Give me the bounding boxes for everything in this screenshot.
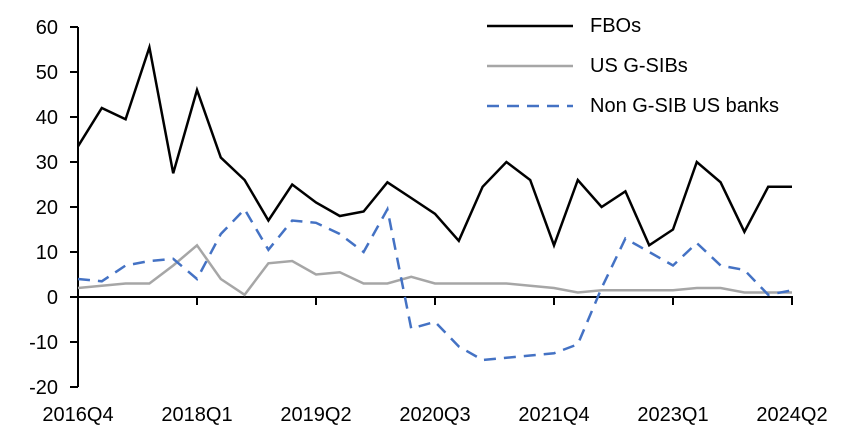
x-tick-label: 2024Q2 [756,404,827,426]
x-tick-label: 2018Q1 [161,404,232,426]
y-tick-label: -10 [29,332,58,354]
legend-label-us-gsibs: US G-SIBs [590,55,688,77]
x-tick-label: 2023Q1 [637,404,708,426]
series-line-fbos [76,42,792,249]
legend-swatch-us-gsibs [487,64,573,68]
x-tick-label: 2021Q4 [518,404,589,426]
y-tick-label: 30 [36,152,58,174]
x-tick-label: 2020Q3 [399,404,470,426]
legend-swatch-non-gsib [487,104,573,108]
y-tick-label: 0 [47,287,58,309]
x-tick-label: 2016Q4 [42,404,113,426]
series-line-us-g-sibs [77,243,792,297]
y-tick-label: 20 [36,197,58,219]
y-tick-label: 10 [36,242,58,264]
y-tick-label: -20 [29,377,58,399]
legend: FBOs US G-SIBs Non G-SIB US banks [487,6,779,126]
series-line-non-g-sib-us-banks [77,205,793,362]
legend-item-non-gsib-us-banks: Non G-SIB US banks [487,86,779,126]
legend-item-us-gsibs: US G-SIBs [487,46,779,86]
x-tick-label: 2019Q2 [280,404,351,426]
legend-label-non-gsib: Non G-SIB US banks [590,95,779,117]
legend-item-fbos: FBOs [487,6,779,46]
legend-label-fbos: FBOs [590,15,642,37]
y-tick-label: 40 [36,107,58,129]
y-tick-label: 50 [36,62,58,84]
y-tick-label: 60 [36,17,58,39]
legend-swatch-fbos [487,24,573,28]
